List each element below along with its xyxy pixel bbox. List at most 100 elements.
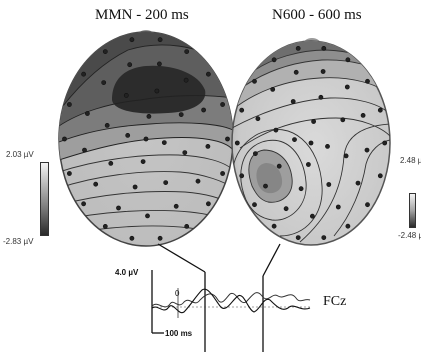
electrode-dot — [340, 117, 346, 123]
electrode-dot — [184, 49, 190, 54]
electrode-dot — [321, 46, 327, 51]
electrode-dot — [318, 94, 324, 100]
electrode-dot — [276, 163, 282, 169]
time-scale-label: 100 ms — [165, 329, 193, 338]
electrode-dot — [67, 102, 72, 107]
electrode-dot — [271, 57, 277, 63]
electrode-dot — [308, 140, 314, 146]
electrode-dot — [132, 184, 138, 190]
electrode-dot — [161, 140, 167, 145]
electrode-dot — [355, 180, 361, 186]
electrode-dot — [345, 57, 351, 63]
electrode-dot — [271, 223, 277, 229]
electrode-dot — [182, 150, 188, 155]
electrode-dot — [145, 213, 150, 219]
right-colorbar — [409, 193, 416, 228]
zero-label: 0 — [175, 289, 180, 298]
electrode-dot — [129, 37, 135, 43]
electrode-dot — [382, 140, 388, 146]
electrode-dot — [234, 140, 240, 146]
electrode-dot — [220, 102, 225, 107]
electrode-dot — [125, 132, 131, 138]
electrode-dot — [102, 49, 108, 54]
electrode-dot — [101, 80, 107, 85]
electrode-dot — [82, 147, 87, 153]
electrode-dot — [377, 107, 383, 113]
waveform-standard — [151, 292, 311, 308]
waveform-deviant — [151, 288, 311, 314]
electrode-dot — [344, 84, 350, 90]
electrode-dot — [252, 78, 257, 84]
electrode-dot — [129, 235, 135, 241]
amplitude-scale-label: 4.0 µV — [115, 268, 139, 277]
electrode-dot — [163, 180, 169, 185]
electrode-dot — [335, 204, 341, 210]
electrode-dot — [345, 223, 351, 229]
electrode-dot — [325, 143, 330, 149]
right-connector-line — [262, 243, 281, 277]
electrode-dot — [178, 112, 184, 117]
electrode-dot — [156, 61, 162, 67]
electrode-dot — [173, 203, 179, 209]
electrode-dot — [255, 116, 261, 122]
electrode-dot — [81, 201, 86, 207]
electrode-dot — [252, 202, 257, 208]
electrode-dot — [123, 93, 129, 98]
electrode-dot — [321, 235, 327, 240]
left-colorbar-min-label: -2.83 µV — [3, 237, 34, 246]
left-colorbar — [40, 162, 49, 236]
electrode-dot — [143, 136, 149, 142]
left-colorbar-max-label: 2.03 µV — [6, 150, 34, 159]
electrode-dot — [195, 178, 201, 184]
electrode-dot — [102, 223, 108, 229]
electrode-dot — [104, 123, 110, 128]
electrode-dot — [205, 201, 211, 207]
electrode-dot — [309, 213, 315, 219]
electrode-dot — [252, 151, 258, 156]
electrode-dot — [298, 186, 304, 192]
electrode-dot — [205, 143, 211, 149]
electrode-dot — [360, 113, 366, 118]
electrode-dot — [140, 159, 146, 164]
electrode-dot — [290, 99, 296, 104]
electrode-dot — [205, 71, 211, 77]
electrode-dot — [67, 171, 72, 176]
electrode-dot — [157, 235, 163, 241]
electrode-dot — [365, 202, 370, 208]
left-electrodes — [62, 37, 230, 241]
electrode-dot — [270, 87, 276, 92]
electrode-dot — [93, 181, 99, 187]
electrode-dot — [184, 223, 190, 229]
electrode-dot — [293, 69, 299, 75]
electrode-dot — [364, 147, 370, 153]
electrode-dot — [263, 183, 268, 189]
right-colorbar-max-label: 2.48 µV — [400, 156, 421, 165]
electrode-dot — [343, 153, 349, 159]
channel-label: FCz — [323, 294, 347, 309]
left-map-title: MMN - 200 ms — [95, 7, 189, 23]
right-map-title: N600 - 600 ms — [272, 7, 362, 23]
electrode-dot — [154, 88, 160, 94]
electrode-dot — [81, 71, 86, 77]
electrode-dot — [225, 136, 230, 142]
right-electrodes — [234, 46, 388, 240]
electrode-dot — [295, 235, 301, 240]
electrode-dot — [116, 205, 121, 211]
electrode-dot — [365, 78, 370, 84]
electrode-dot — [283, 206, 289, 212]
electrode-dot — [305, 162, 311, 167]
electrode-dot — [157, 37, 163, 43]
electrode-dot — [295, 46, 301, 51]
electrode-dot — [377, 173, 383, 179]
electrode-dot — [292, 137, 297, 142]
electrode-dot — [85, 111, 90, 116]
right-colorbar-min-label: -2.48 µV — [398, 231, 421, 240]
electrode-dot — [320, 69, 326, 74]
electrode-dot — [311, 119, 316, 124]
electrode-dot — [62, 136, 67, 142]
electrode-dot — [183, 77, 189, 83]
electrode-dot — [239, 173, 245, 179]
electrode-dot — [201, 107, 206, 113]
